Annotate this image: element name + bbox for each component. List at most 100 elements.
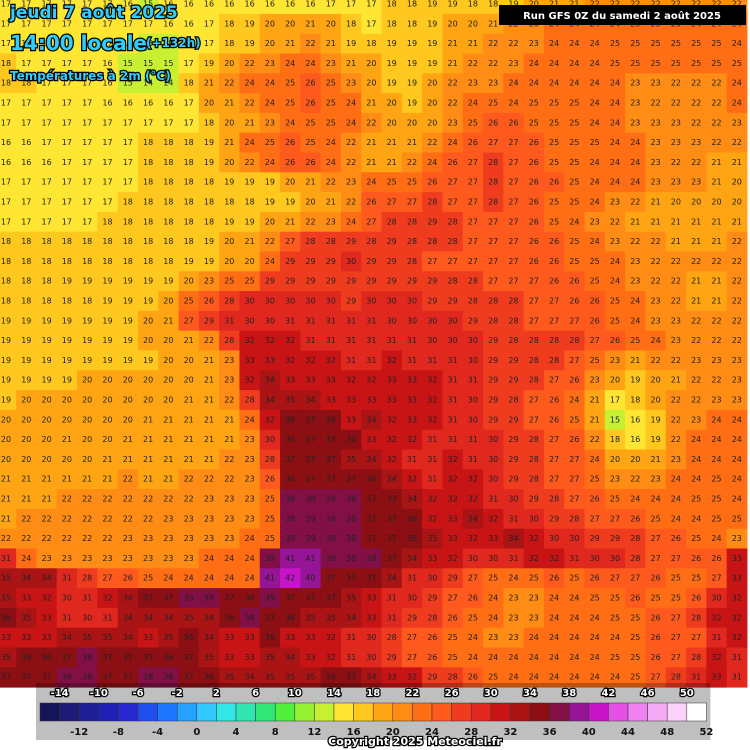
temperature-cell: [503, 251, 525, 272]
temperature-value: 24: [468, 99, 478, 108]
temperature-cell: [361, 508, 383, 530]
temperature-cell: [543, 53, 565, 74]
temperature-value: 35: [346, 455, 356, 464]
temperature-cell: [401, 53, 423, 74]
temperature-value: 17: [204, 19, 214, 28]
temperature-value: 25: [630, 613, 640, 622]
temperature-value: 27: [508, 257, 518, 266]
temperature-cell: [361, 528, 383, 549]
temperature-value: 26: [691, 554, 701, 563]
temperature-cell: [259, 93, 281, 114]
temperature-cell: [503, 370, 525, 391]
temperature-cell: [56, 53, 78, 74]
temperature-value: 29: [488, 356, 498, 365]
temperature-value: 27: [488, 277, 498, 286]
temperature-cell: [16, 0, 37, 15]
temperature-value: 38: [285, 514, 295, 523]
temperature-cell: [137, 469, 159, 490]
temperature-cell: [300, 588, 322, 609]
temperature-cell: [340, 73, 362, 94]
temperature-cell: [219, 271, 240, 292]
temperature-value: 14: [143, 79, 153, 88]
temperature-value: 18: [468, 0, 478, 9]
temperature-value: 20: [204, 99, 214, 108]
temperature-value: 24: [610, 178, 620, 187]
temperature-value: 19: [651, 415, 661, 424]
temperature-value: 25: [651, 514, 661, 523]
temperature-cell: [564, 231, 586, 252]
temperature-cell: [320, 469, 342, 490]
temperature-value: 24: [610, 277, 620, 286]
temperature-cell: [483, 93, 504, 114]
temperature-value: 17: [123, 118, 133, 127]
temperature-value: 33: [732, 554, 742, 563]
temperature-cell: [422, 390, 443, 411]
temperature-value: 26: [630, 594, 640, 603]
temperature-cell: [56, 132, 78, 153]
temperature-cell: [0, 627, 17, 648]
temperature-value: 16: [143, 99, 153, 108]
temperature-value: 30: [468, 554, 478, 563]
temperature-cell: [686, 192, 707, 213]
temperature-cell: [543, 489, 565, 510]
temperature-cell: [483, 251, 504, 272]
temperature-cell: [483, 548, 504, 569]
temperature-cell: [158, 508, 180, 530]
temperature-cell: [503, 627, 525, 648]
temperature-value: 22: [102, 495, 112, 504]
temperature-value: 31: [468, 376, 478, 385]
temperature-value: 36: [407, 534, 417, 543]
temperature-value: 22: [143, 514, 153, 523]
temperature-value: 19: [21, 336, 31, 345]
temperature-cell: [178, 429, 200, 450]
temperature-cell: [300, 291, 322, 312]
subtitle: Températures à 2m (°C): [10, 69, 171, 83]
temperature-cell: [665, 271, 687, 292]
temperature-value: 22: [691, 396, 701, 405]
temperature-cell: [219, 548, 240, 569]
temperature-value: 15: [143, 0, 153, 9]
temperature-value: 17: [1, 19, 11, 28]
temperature-value: 23: [204, 534, 214, 543]
temperature-value: 23: [245, 455, 255, 464]
temperature-cell: [706, 33, 728, 54]
temperature-cell: [340, 13, 362, 35]
temperature-value: 24: [732, 455, 742, 464]
temperature-cell: [686, 409, 707, 431]
legend-swatch: [529, 702, 550, 722]
temperature-value: 29: [427, 217, 437, 226]
temperature-value: 37: [305, 415, 315, 424]
temperature-cell: [0, 429, 17, 450]
temperature-cell: [706, 667, 728, 688]
temperature-cell: [645, 489, 667, 510]
temperature-value: 35: [1, 574, 11, 583]
temperature-value: 35: [285, 673, 295, 682]
temperature-value: 20: [143, 376, 153, 385]
temperature-cell: [0, 647, 17, 668]
temperature-cell: [543, 271, 565, 292]
temperature-value: 22: [62, 514, 72, 523]
temperature-value: 33: [448, 514, 458, 523]
temperature-value: 23: [610, 237, 620, 246]
temperature-value: 29: [346, 297, 356, 306]
temperature-value: 26: [468, 138, 478, 147]
lead-time: (+132h): [146, 36, 201, 50]
temperature-value: 24: [732, 495, 742, 504]
temperature-value: 25: [610, 594, 620, 603]
temperature-cell: [523, 667, 545, 688]
temperature-value: 23: [245, 514, 255, 523]
temperature-value: 19: [387, 39, 397, 48]
temperature-value: 24: [265, 158, 275, 167]
temperature-value: 21: [732, 217, 742, 226]
temperature-value: 39: [265, 554, 275, 563]
legend-label: 44: [621, 727, 635, 738]
temperature-value: 22: [468, 59, 478, 68]
temperature-value: 33: [245, 633, 255, 642]
temperature-value: 20: [62, 415, 72, 424]
temperature-cell: [77, 667, 98, 688]
temperature-cell: [158, 73, 180, 94]
temperature-value: 23: [245, 475, 255, 484]
temperature-cell: [340, 330, 362, 351]
temperature-value: 22: [711, 118, 721, 127]
legend-swatch: [353, 702, 374, 722]
